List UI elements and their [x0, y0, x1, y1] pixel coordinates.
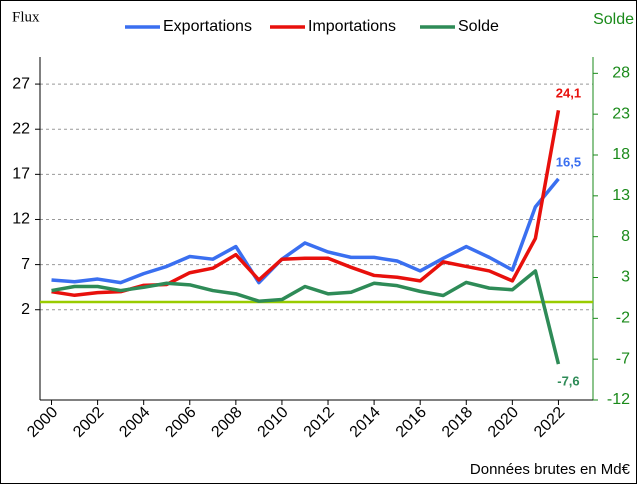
- x-tick-label: 2006: [162, 404, 199, 441]
- legend-label: Importations: [308, 18, 396, 35]
- series-line: [51, 269, 561, 365]
- legend-label: Exportations: [163, 18, 252, 35]
- y2-tick-label: 8: [621, 228, 630, 245]
- legend-label: Solde: [458, 18, 499, 35]
- y-tick-label: 17: [12, 166, 30, 183]
- x-tick-label: 2000: [24, 404, 61, 441]
- y-tick-label: 12: [12, 211, 30, 228]
- y-tick-label: 7: [21, 256, 30, 273]
- series-line: [51, 109, 561, 298]
- series-line: [51, 177, 560, 285]
- y2-tick-label: -12: [607, 391, 630, 408]
- y-tick-label: 27: [12, 75, 30, 92]
- y2-tick-label: 18: [612, 146, 630, 163]
- value-label: 24,1: [556, 86, 581, 101]
- y-tick-label: 22: [12, 120, 30, 137]
- x-tick-label: 2018: [439, 404, 476, 441]
- x-tick-label: 2008: [208, 404, 245, 441]
- y2-tick-label: 28: [612, 65, 630, 82]
- x-tick-label: 2022: [531, 404, 568, 441]
- note: Données brutes en Md€: [470, 461, 631, 478]
- value-label: -7,6: [557, 374, 579, 389]
- x-tick-label: 2010: [255, 404, 292, 441]
- y2-axis-label: Solde: [593, 11, 634, 28]
- y2-tick-label: -2: [616, 310, 630, 327]
- x-tick-label: 2014: [347, 404, 384, 441]
- x-tick-label: 2012: [301, 404, 338, 441]
- value-label: 16,5: [556, 154, 581, 169]
- y-axis-label: Flux: [12, 9, 40, 25]
- y2-tick-label: 3: [621, 269, 630, 286]
- y2-tick-label: -7: [616, 350, 630, 367]
- x-tick-label: 2020: [485, 404, 522, 441]
- y-tick-label: 2: [21, 301, 30, 318]
- y2-tick-label: 23: [612, 105, 630, 122]
- x-tick-label: 2004: [116, 404, 153, 441]
- x-tick-label: 2016: [393, 404, 430, 441]
- y2-tick-label: 13: [612, 187, 630, 204]
- x-tick-label: 2002: [70, 404, 107, 441]
